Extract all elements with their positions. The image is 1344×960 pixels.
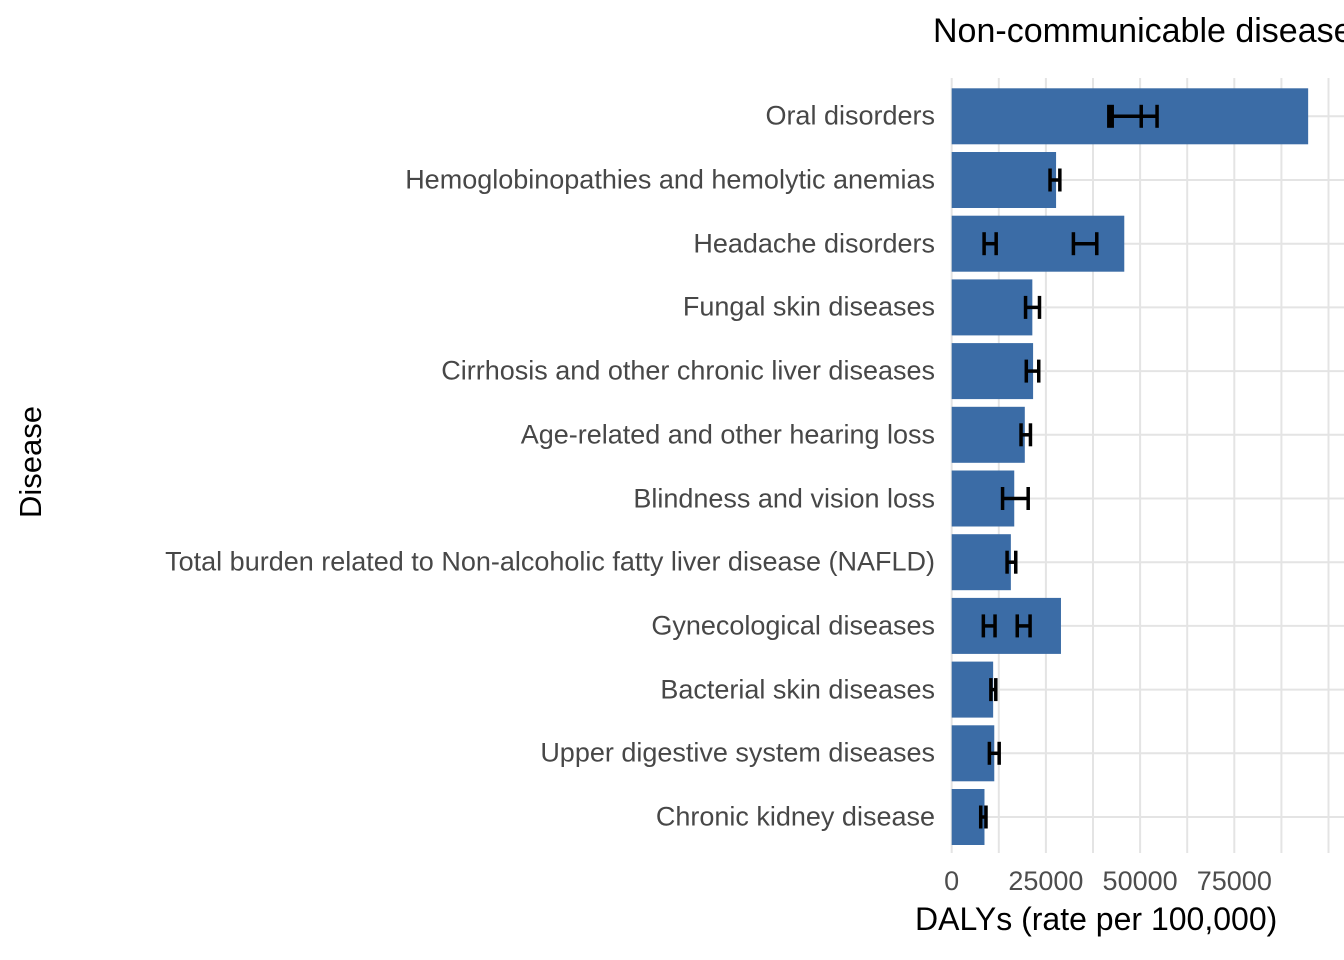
y-axis-label: Headache disorders [693,228,935,259]
x-axis-title: DALYs (rate per 100,000) [915,901,1278,937]
y-axis-label: Total burden related to Non-alcoholic fa… [165,546,935,577]
chart-title: Non-communicable diseases [933,12,1344,50]
y-axis-title: Disease [13,406,48,518]
bar [951,406,1025,463]
y-axis-label: Blindness and vision loss [633,483,935,513]
y-axis-label: Cirrhosis and other chronic liver diseas… [441,355,935,386]
y-axis-label: Gynecological diseases [651,610,935,641]
y-axis-label: Fungal skin diseases [682,291,935,322]
y-axis-label: Oral disorders [765,100,935,131]
y-axis-label: Chronic kidney disease [655,801,935,832]
bar [951,343,1034,400]
bar [951,597,1061,654]
y-axis-label: Age-related and other hearing loss [520,419,935,450]
y-axis-label: Bacterial skin diseases [660,674,935,705]
y-axis-label: Hemoglobinopathies and hemolytic anemias [405,164,935,195]
bar [951,152,1057,208]
bar [951,661,994,718]
bar [951,534,1011,591]
bar [951,279,1033,336]
x-axis-tick-label: 25000 [1008,866,1084,896]
x-axis-tick-label: 75000 [1196,866,1272,896]
bar [951,725,995,782]
x-axis-tick-label: 0 [944,866,960,896]
x-axis-tick-label: 50000 [1102,866,1178,896]
y-axis-label: Upper digestive system diseases [540,737,935,768]
